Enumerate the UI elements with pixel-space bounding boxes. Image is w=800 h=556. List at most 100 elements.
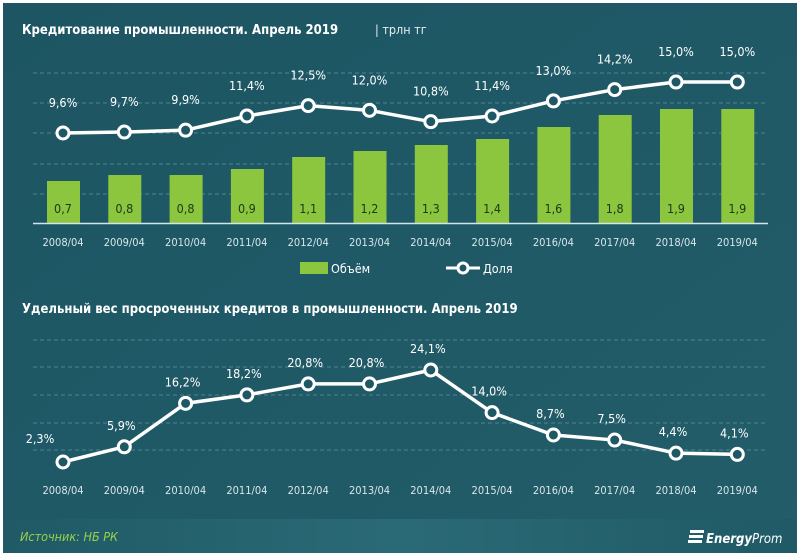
overdue-value-label: 8,7% bbox=[536, 406, 565, 421]
overdue-marker bbox=[300, 376, 316, 392]
x-tick-label: 2017/04 bbox=[594, 484, 635, 497]
svg-text:EnergyProm: EnergyProm bbox=[706, 532, 782, 547]
bar-value-label: 0,8 bbox=[115, 201, 133, 216]
legend: Объём Доля bbox=[300, 261, 513, 276]
overdue-marker bbox=[668, 445, 684, 461]
share-marker bbox=[239, 108, 255, 124]
overdue-marker bbox=[545, 427, 561, 443]
overdue-value-label: 24,1% bbox=[410, 341, 446, 356]
legend-bar-label: Объём bbox=[331, 261, 370, 276]
bar-value-label: 1,9 bbox=[728, 201, 746, 216]
bar-value-label: 0,8 bbox=[177, 201, 195, 216]
logo-light: Prom bbox=[752, 532, 782, 547]
bar bbox=[476, 139, 510, 223]
bar-value-label: 1,3 bbox=[422, 201, 440, 216]
energyprom-logo: EnergyProm bbox=[688, 530, 782, 547]
x-tick-label: 2014/04 bbox=[410, 484, 451, 497]
x-tick-label: 2019/04 bbox=[717, 484, 758, 497]
overdue-marker bbox=[729, 446, 745, 462]
overdue-value-label: 5,9% bbox=[107, 418, 136, 433]
share-value-label: 9,7% bbox=[110, 94, 139, 109]
share-marker bbox=[423, 114, 439, 130]
overdue-value-label: 20,8% bbox=[349, 355, 385, 370]
bar bbox=[660, 109, 693, 223]
overdue-value-label: 7,5% bbox=[597, 411, 626, 426]
overdue-value-label: 18,2% bbox=[226, 366, 262, 381]
bar-value-label: 1,8 bbox=[606, 201, 624, 216]
x-tick-label: 2010/04 bbox=[165, 484, 206, 497]
share-value-label: 15,0% bbox=[658, 44, 694, 59]
share-marker bbox=[668, 74, 684, 90]
chart1-unit: | трлн тг bbox=[375, 22, 427, 37]
chart2-title: Удельный вес просроченных кредитов в про… bbox=[22, 302, 518, 317]
logo-bold: Energy bbox=[706, 532, 753, 547]
bar bbox=[353, 151, 387, 223]
share-value-label: 13,0% bbox=[536, 63, 572, 78]
share-line bbox=[62, 80, 738, 135]
bar bbox=[230, 169, 264, 223]
share-marker bbox=[300, 98, 316, 114]
share-value-label: 12,0% bbox=[352, 72, 388, 87]
logo-icon bbox=[688, 530, 704, 543]
x-tick-label: 2010/04 bbox=[165, 236, 206, 249]
x-tick-label: 2017/04 bbox=[594, 236, 635, 249]
bar-value-label: 1,4 bbox=[483, 201, 501, 216]
x-tick-label: 2016/04 bbox=[533, 484, 574, 497]
x-tick-label: 2012/04 bbox=[288, 484, 329, 497]
overdue-marker bbox=[116, 439, 132, 455]
x-tick-label: 2011/04 bbox=[226, 484, 267, 497]
share-value-label: 12,5% bbox=[290, 68, 326, 83]
x-tick-label: 2013/04 bbox=[349, 236, 390, 249]
legend-bar-swatch bbox=[300, 262, 328, 274]
x-tick-label: 2008/04 bbox=[42, 484, 83, 497]
share-marker bbox=[55, 125, 71, 141]
x-tick-label: 2013/04 bbox=[349, 484, 390, 497]
share-marker bbox=[178, 122, 194, 138]
overdue-marker bbox=[607, 432, 623, 448]
x-tick-label: 2015/04 bbox=[472, 484, 513, 497]
background bbox=[3, 3, 797, 553]
share-value-label: 10,8% bbox=[413, 84, 449, 99]
bar-value-label: 1,6 bbox=[544, 201, 562, 216]
bar bbox=[108, 175, 142, 223]
chart1-title: Кредитование промышленности. Апрель 2019 bbox=[22, 23, 338, 38]
x-tick-label: 2016/04 bbox=[533, 236, 574, 249]
overdue-line bbox=[62, 368, 738, 464]
source-text: Источник: НБ РК bbox=[20, 529, 119, 544]
overdue-value-label: 16,2% bbox=[165, 374, 201, 389]
x-tick-label: 2018/04 bbox=[655, 236, 696, 249]
x-tick-label: 2018/04 bbox=[655, 484, 696, 497]
overdue-marker bbox=[239, 387, 255, 403]
bar bbox=[292, 157, 326, 223]
x-tick-label: 2014/04 bbox=[410, 236, 451, 249]
bar-value-label: 0,9 bbox=[238, 201, 256, 216]
overdue-value-label: 4,4% bbox=[659, 424, 688, 439]
overdue-marker bbox=[178, 395, 194, 411]
share-value-label: 9,9% bbox=[171, 92, 200, 107]
share-value-label: 9,6% bbox=[49, 95, 78, 110]
overdue-value-label: 4,1% bbox=[720, 425, 749, 440]
share-marker bbox=[116, 124, 132, 140]
bar-value-label: 1,9 bbox=[667, 201, 685, 216]
bar bbox=[721, 109, 755, 223]
x-tick-label: 2015/04 bbox=[472, 236, 513, 249]
share-value-label: 11,4% bbox=[229, 78, 265, 93]
legend-line-marker bbox=[456, 261, 470, 275]
bar bbox=[47, 181, 80, 223]
share-marker bbox=[729, 74, 745, 90]
overdue-marker bbox=[423, 362, 439, 378]
legend-line-label: Доля bbox=[483, 261, 513, 276]
share-value-label: 14,2% bbox=[597, 52, 633, 67]
overdue-marker bbox=[362, 376, 377, 392]
share-marker bbox=[362, 102, 377, 118]
x-tick-label: 2012/04 bbox=[288, 236, 329, 249]
overdue-marker bbox=[484, 405, 500, 421]
x-tick-label: 2008/04 bbox=[42, 236, 83, 249]
bar-value-label: 1,2 bbox=[361, 201, 379, 216]
footer-band bbox=[3, 519, 797, 553]
overdue-marker bbox=[55, 454, 71, 470]
x-tick-label: 2019/04 bbox=[717, 236, 758, 249]
share-marker bbox=[607, 82, 623, 98]
